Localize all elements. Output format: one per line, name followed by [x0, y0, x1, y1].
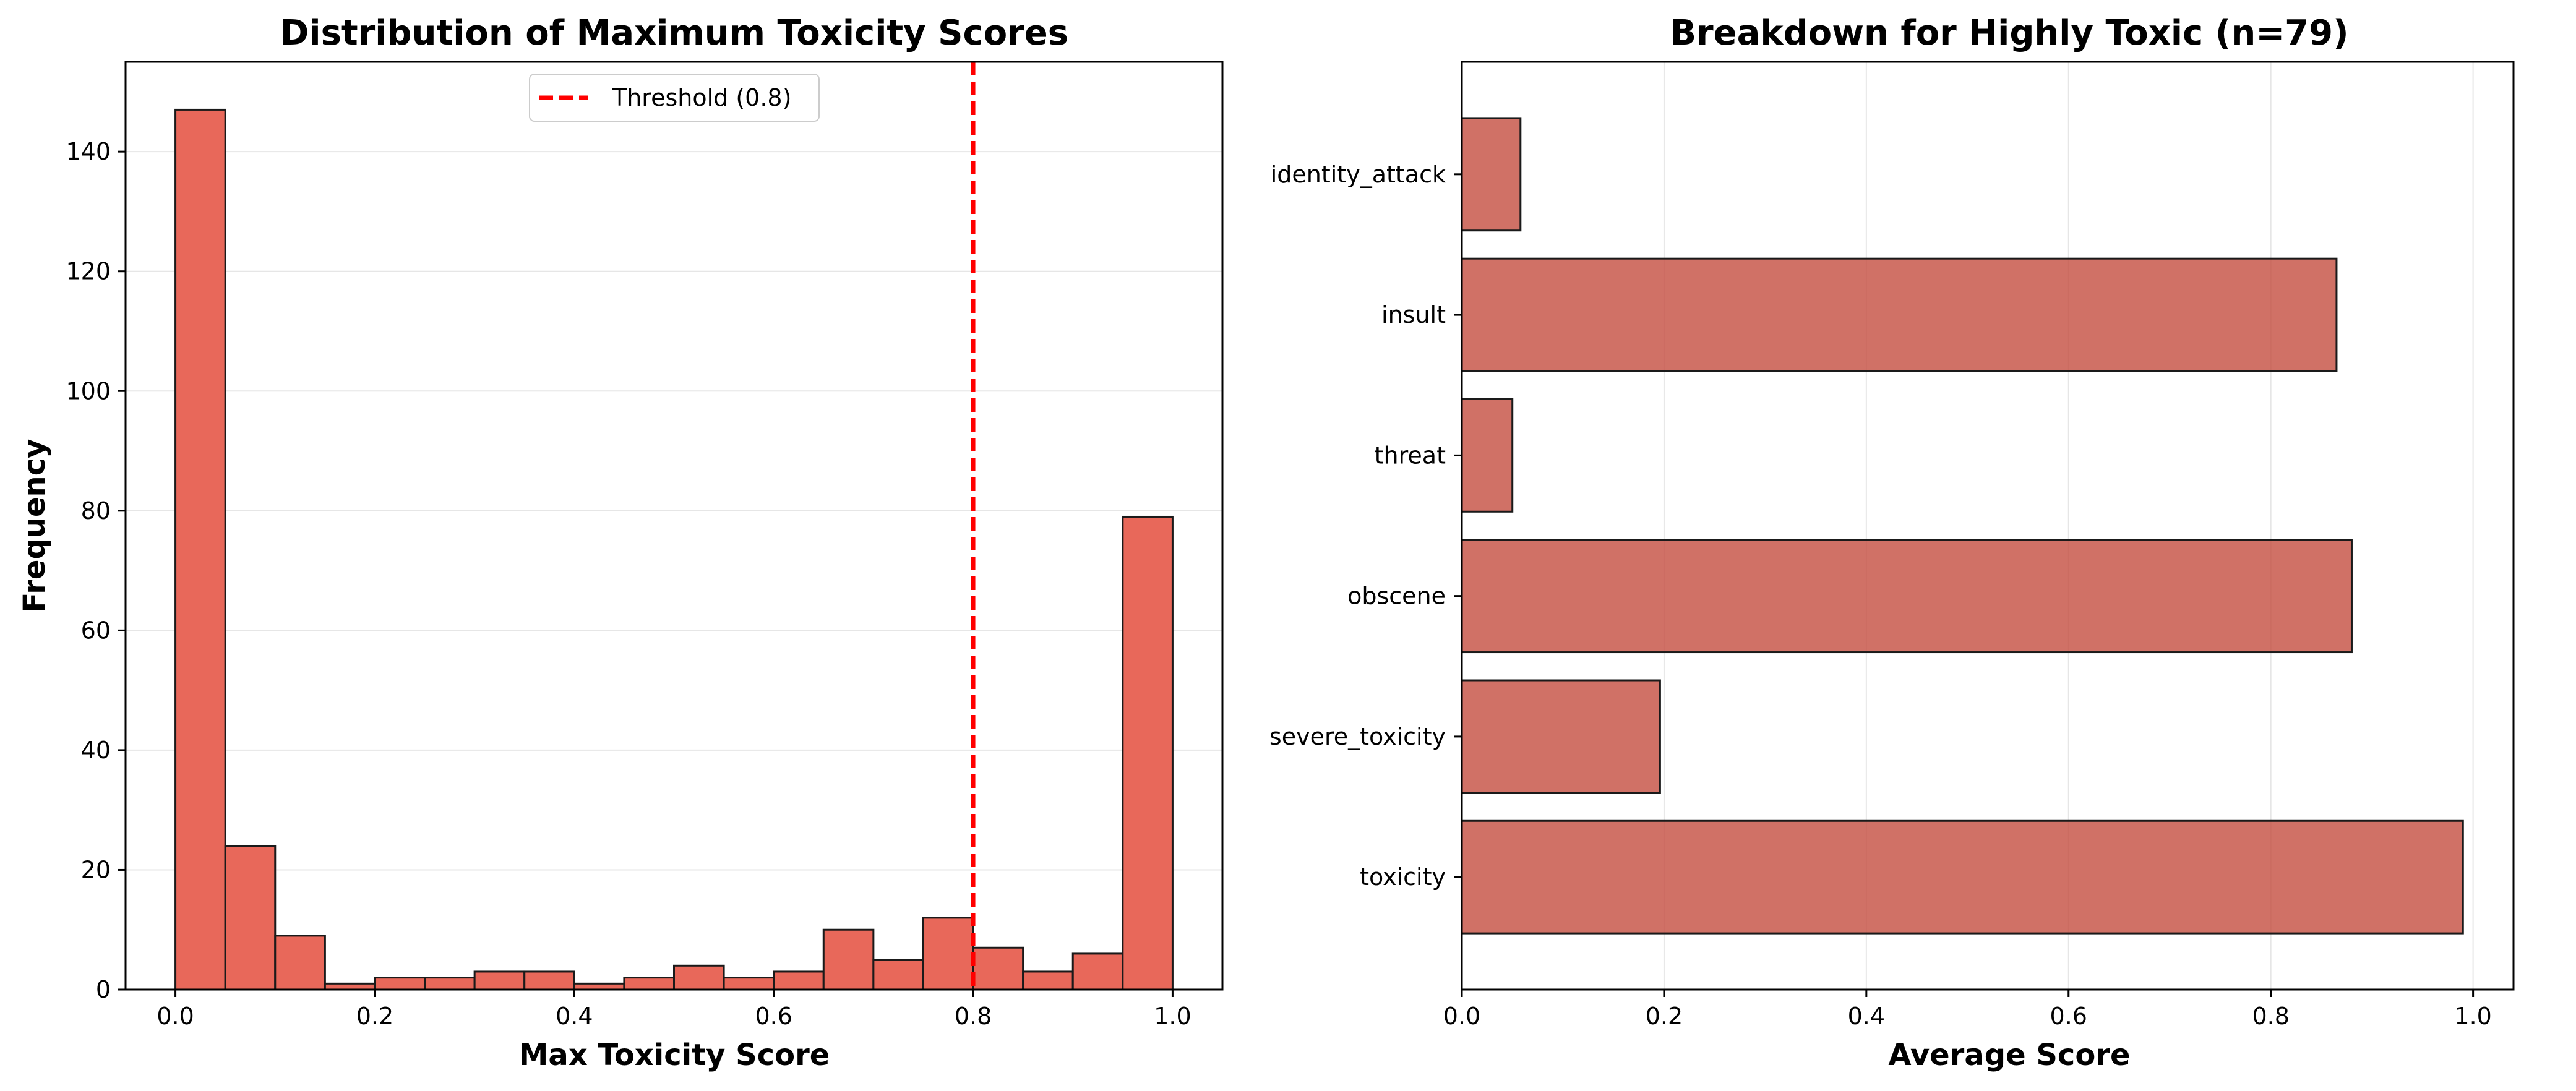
x-tick-label: 0.6 [755, 1003, 792, 1030]
breakdown-x-ticks: 0.0 0.2 0.4 0.6 0.8 1.0 [1443, 990, 2492, 1030]
histogram-bar [723, 977, 775, 991]
histogram-bar [1071, 952, 1124, 991]
histogram-legend: Threshold (0.8) [529, 74, 820, 122]
histogram-plot-frame [124, 61, 1224, 991]
histogram-bar [673, 964, 725, 991]
histogram-gridlines [126, 151, 1222, 871]
histogram-chart: Distribution of Maximum Toxicity Scores … [17, 13, 1224, 1072]
histogram-bar [374, 977, 426, 991]
histogram-bar [224, 845, 277, 991]
y-tick-label: 80 [81, 497, 111, 524]
legend-threshold-label: Threshold (0.8) [612, 84, 791, 111]
histogram-y-ticks: 0 20 40 60 80 100 120 140 [66, 138, 126, 1003]
breakdown-title: Breakdown for Highly Toxic (n=79) [1670, 13, 2348, 53]
breakdown-x-axis-label: Average Score [1888, 1038, 2130, 1072]
category-label: severe_toxicity [1269, 723, 1446, 750]
histogram-x-ticks: 0.0 0.2 0.4 0.6 0.8 1.0 [157, 990, 1191, 1030]
x-tick-label: 1.0 [2454, 1003, 2491, 1030]
histogram-x-axis-label: Max Toxicity Score [519, 1038, 830, 1072]
histogram-bar [1122, 515, 1174, 991]
histogram-bar [822, 928, 875, 991]
breakdown-bar [1461, 539, 2353, 654]
histogram-y-axis-label: Frequency [17, 439, 52, 613]
x-tick-label: 0.0 [1443, 1003, 1480, 1030]
breakdown-bar [1461, 398, 1514, 513]
category-label: toxicity [1360, 863, 1446, 891]
legend-box [529, 74, 820, 122]
breakdown-bar [1461, 679, 1661, 794]
histogram-bar [1022, 970, 1074, 991]
x-tick-label: 0.4 [1848, 1003, 1885, 1030]
category-label: insult [1381, 301, 1446, 328]
histogram-bar [922, 917, 974, 991]
histogram-bar [274, 935, 326, 991]
breakdown-bar [1461, 257, 2338, 372]
x-tick-label: 0.2 [1646, 1003, 1683, 1030]
histogram-bar [174, 108, 226, 991]
histogram-bar [872, 959, 924, 991]
category-label: obscene [1347, 583, 1446, 610]
x-tick-label: 0.2 [356, 1003, 393, 1030]
histogram-bar [972, 946, 1024, 991]
y-tick-label: 0 [96, 976, 111, 1003]
histogram-bar [424, 977, 476, 991]
histogram-title: Distribution of Maximum Toxicity Scores [280, 13, 1068, 53]
x-tick-label: 0.0 [157, 1003, 194, 1030]
y-tick-label: 40 [81, 737, 111, 764]
breakdown-bar [1461, 117, 1522, 232]
y-tick-label: 140 [66, 138, 111, 165]
y-tick-label: 60 [81, 617, 111, 644]
breakdown-bar [1461, 819, 2464, 935]
histogram-bar [473, 970, 526, 991]
histogram-bars [174, 108, 1174, 991]
breakdown-plot-frame [1461, 61, 2515, 991]
x-tick-label: 0.4 [556, 1003, 593, 1030]
x-tick-label: 0.6 [2050, 1003, 2087, 1030]
histogram-bar [773, 970, 825, 991]
y-tick-label: 120 [66, 258, 111, 285]
y-tick-label: 20 [81, 856, 111, 883]
breakdown-chart: Breakdown for Highly Toxic (n=79) 0.0 0.2… [1269, 13, 2515, 1072]
y-tick-label: 100 [66, 377, 111, 404]
category-label: threat [1375, 442, 1446, 469]
breakdown-bars [1461, 117, 2464, 935]
x-tick-label: 1.0 [1154, 1003, 1191, 1030]
x-tick-label: 0.8 [2252, 1003, 2289, 1030]
category-label: identity_attack [1271, 161, 1446, 188]
x-tick-label: 0.8 [955, 1003, 992, 1030]
histogram-bar [623, 977, 676, 991]
histogram-bar [523, 970, 575, 991]
